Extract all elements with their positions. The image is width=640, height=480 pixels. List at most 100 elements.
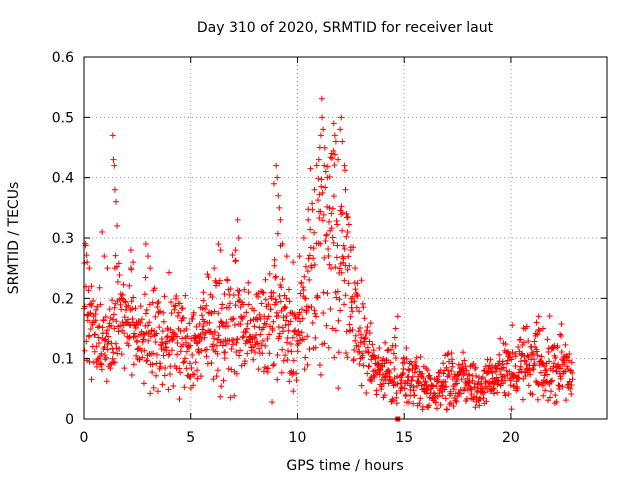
data-point [523,361,530,368]
data-point [105,333,112,340]
data-point [523,323,530,330]
data-point [471,393,478,400]
data-point [428,381,435,388]
data-point [192,359,199,366]
data-point [344,266,351,273]
data-point [486,383,493,390]
data-point [198,347,205,354]
data-point [180,314,187,321]
data-point [236,287,243,294]
data-point [326,204,333,211]
data-point [319,189,326,196]
data-point [455,389,462,396]
data-point [544,336,551,343]
data-point [265,313,272,320]
data-point [557,375,564,382]
data-point [306,346,313,353]
data-point [255,366,262,373]
data-point [300,284,307,291]
data-point [108,322,115,329]
data-point [152,313,159,320]
data-point [107,365,114,372]
data-point [131,330,138,337]
data-point [312,334,319,341]
data-point [232,258,239,265]
data-point [535,380,542,387]
data-point [405,398,412,405]
data-point [130,259,137,266]
data-point [235,235,242,241]
data-point [234,336,241,343]
data-point [343,233,350,240]
data-point [273,162,280,169]
data-point [308,303,315,310]
data-point [564,354,571,361]
data-point [211,335,218,342]
data-point [287,318,294,325]
data-point [87,326,94,333]
data-point [179,305,186,312]
data-point [97,360,104,367]
data-point [530,350,537,357]
data-point [229,251,236,258]
data-point [460,387,467,394]
data-point [132,305,139,312]
data-point [110,156,117,163]
data-point [164,338,171,345]
data-point [376,344,383,351]
data-point [399,384,406,391]
data-point [232,302,239,309]
data-point [336,265,343,272]
data-point [278,369,285,376]
data-point [152,338,159,345]
data-point [213,279,220,286]
data-point [340,255,347,262]
data-point [251,307,258,314]
data-point [283,317,290,324]
data-point [512,362,519,369]
data-point [330,193,337,200]
data-point [328,210,335,217]
data-point [516,375,523,382]
data-point [568,359,575,366]
data-point [121,365,128,372]
data-point [517,363,524,370]
data-point [298,329,305,336]
data-point [165,351,172,358]
data-point [102,356,109,363]
data-point [317,208,324,215]
data-point [111,186,118,193]
data-point [553,398,560,405]
data-point [406,367,413,374]
data-point [114,222,121,229]
data-point [285,327,292,334]
data-point [167,371,174,378]
data-point [260,289,267,296]
data-point [412,359,419,366]
data-point [208,309,215,316]
data-point [176,396,183,403]
data-point [450,386,457,393]
data-point [509,349,516,356]
data-point [322,184,329,191]
data-point [392,342,399,349]
data-point [432,392,439,399]
data-point [290,259,297,266]
data-point [166,351,173,358]
data-point [114,350,121,357]
data-point [473,373,480,380]
data-point [546,358,553,365]
data-point [548,388,555,395]
data-point [301,366,308,373]
data-point [204,360,211,367]
data-point [157,308,164,315]
data-point [290,357,297,364]
data-point [533,348,540,355]
data-point [282,352,289,359]
data-point [256,345,263,352]
data-point [479,374,486,381]
data-point [542,367,549,374]
data-point [280,314,287,321]
data-point [338,269,345,276]
data-point [342,292,349,299]
